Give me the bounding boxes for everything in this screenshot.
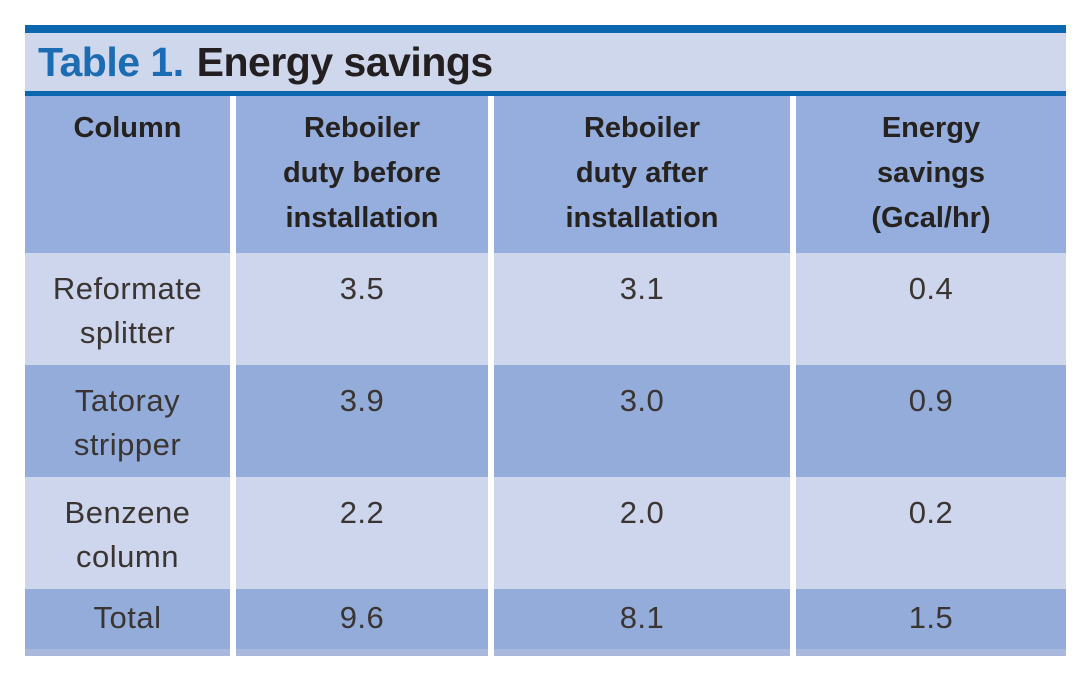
row-label-total: Total (25, 589, 230, 656)
cell-tatoray-duty-after: 3.0 (494, 365, 790, 477)
cell-total-savings: 1.5 (796, 589, 1066, 656)
energy-savings-table: Table 1. Energy savings Column Reboiler … (25, 25, 1066, 656)
cell-benzene-duty-after: 2.0 (494, 477, 790, 589)
cell-tatoray-duty-before: 3.9 (236, 365, 488, 477)
row-label-reformate-splitter: Reformate splitter (25, 253, 230, 365)
row-label-tatoray-stripper: Tatoray stripper (25, 365, 230, 477)
cell-reformate-duty-before: 3.5 (236, 253, 488, 365)
table-title: Energy savings (196, 38, 494, 85)
table-top-border (25, 25, 1066, 33)
cell-reformate-savings: 0.4 (796, 253, 1066, 365)
cell-total-duty-before: 9.6 (236, 589, 488, 656)
column-header-energy-savings: Energy savings (Gcal/hr) (796, 96, 1066, 253)
cell-benzene-savings: 0.2 (796, 477, 1066, 589)
table-number: Table 1. (38, 38, 184, 85)
cell-tatoray-savings: 0.9 (796, 365, 1066, 477)
column-header-column: Column (25, 96, 230, 253)
table-grid: Column Reboiler duty before installation… (25, 96, 1066, 656)
table-caption: Table 1. Energy savings (25, 33, 1066, 96)
cell-reformate-duty-after: 3.1 (494, 253, 790, 365)
cell-total-duty-after: 8.1 (494, 589, 790, 656)
column-header-duty-before: Reboiler duty before installation (236, 96, 488, 253)
column-header-duty-after: Reboiler duty after installation (494, 96, 790, 253)
row-label-benzene-column: Benzene column (25, 477, 230, 589)
cell-benzene-duty-before: 2.2 (236, 477, 488, 589)
